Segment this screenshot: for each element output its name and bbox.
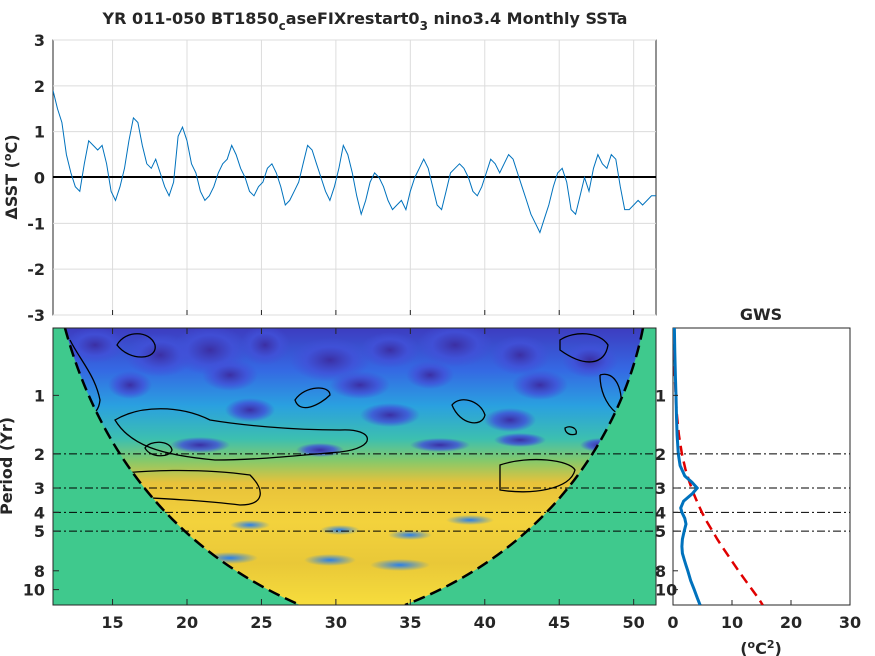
y-tick-label: -3 xyxy=(27,306,45,325)
contour-line xyxy=(559,333,609,363)
contour-line xyxy=(451,399,486,424)
x-tick-label: 10 xyxy=(721,613,743,632)
contour-line xyxy=(114,408,369,461)
coi-boundary-right xyxy=(404,328,645,605)
y-tick-label: 8 xyxy=(655,562,666,581)
x-tick-label: 45 xyxy=(548,613,570,632)
contour-line xyxy=(499,458,576,493)
x-tick-label: 50 xyxy=(623,613,645,632)
low-power-patch xyxy=(484,408,536,432)
y-tick-label: 3 xyxy=(34,31,45,50)
wavelet-axes-box xyxy=(52,327,657,606)
coi-left xyxy=(53,328,300,605)
chart-title: YR 011-050 BT1850caseFIXrestart03 nino3.… xyxy=(102,9,628,33)
contour-line xyxy=(109,469,261,506)
y-tick-label: 2 xyxy=(34,445,45,464)
gws-period-lines xyxy=(673,453,850,532)
low-power-patch xyxy=(360,332,420,368)
low-power-patch xyxy=(320,525,360,535)
y-tick-label: 1 xyxy=(34,123,45,142)
timeseries-grid xyxy=(53,39,656,316)
y-tick-label: 3 xyxy=(34,479,45,498)
contour-line xyxy=(564,426,577,436)
y-tick-label: -2 xyxy=(27,260,45,279)
low-power-patch xyxy=(388,530,432,540)
wavelet-panel: 15 20 25 30 35 40 45 50 1 2 3 45 810 Period (Yr) xyxy=(0,327,657,632)
y-tick-label: 3 xyxy=(655,479,666,498)
x-tick-label: 30 xyxy=(839,613,861,632)
low-power-patch xyxy=(65,328,125,363)
wavelet-ylabel: Period (Yr) xyxy=(0,417,16,515)
low-power-patch xyxy=(494,433,546,447)
y-tick-label: 8 xyxy=(34,562,45,581)
x-tick-label: 35 xyxy=(399,613,421,632)
y-tick-label: 5 xyxy=(655,522,666,541)
low-power-patch xyxy=(230,520,270,530)
contour-line xyxy=(116,333,156,358)
low-power-patch xyxy=(406,361,454,389)
low-power-patch xyxy=(417,328,493,367)
low-power-patch xyxy=(512,370,568,400)
sst-anomaly-line xyxy=(53,90,656,234)
y-tick-label: 4 xyxy=(655,503,666,522)
x-tick-label: 20 xyxy=(176,613,198,632)
low-power-patch xyxy=(490,335,550,375)
low-power-patch xyxy=(330,371,390,399)
x-tick-label: 40 xyxy=(474,613,496,632)
low-power-patch xyxy=(370,559,430,571)
x-tick-label: 0 xyxy=(667,613,678,632)
coi-right xyxy=(405,328,656,605)
y-tick-label: 2 xyxy=(34,77,45,96)
low-power-patch xyxy=(225,398,275,422)
low-power-patch xyxy=(562,342,618,378)
y-tick-label: 4 xyxy=(34,503,45,522)
low-power-patch xyxy=(240,328,290,365)
low-power-patch xyxy=(446,515,494,525)
low-power-patch xyxy=(304,554,356,566)
low-power-patch xyxy=(170,437,230,453)
low-power-patch xyxy=(290,338,370,382)
wavelet-period-lines xyxy=(53,453,656,532)
y-tick-label: 1 xyxy=(34,386,45,405)
y-tick-label: 2 xyxy=(655,445,666,464)
y-tick-label: 1 xyxy=(655,386,666,405)
low-power-patch xyxy=(410,438,470,452)
timeseries-ylabel: ΔSST (oC) xyxy=(1,134,21,219)
coi-boundary-left xyxy=(63,328,301,605)
gws-title: GWS xyxy=(740,305,782,324)
wavelet-ticks: 15 20 25 30 35 40 45 50 1 2 3 45 810 xyxy=(23,386,645,632)
x-tick-label: 20 xyxy=(780,613,802,632)
x-tick-label: 30 xyxy=(325,613,347,632)
y-tick-label: -1 xyxy=(27,214,45,233)
timeseries-panel: 3 2 1 0 -1 -2 -3 YR 011-050 BT1850caseFIXresta… xyxy=(1,9,657,325)
low-power-patch xyxy=(108,371,152,399)
y-tick-label: 10 xyxy=(655,581,677,600)
gws-axes-box xyxy=(672,327,851,606)
y-tick-label: 0 xyxy=(34,169,45,188)
x-tick-label: 15 xyxy=(101,613,123,632)
low-power-patch xyxy=(360,403,420,427)
y-tick-label: 10 xyxy=(23,581,45,600)
gws-significance-line xyxy=(673,328,764,605)
gws-xlabel: (oC2) xyxy=(740,638,782,656)
timeseries-yticks: 3 2 1 0 -1 -2 -3 xyxy=(27,31,635,325)
gws-power-line xyxy=(673,328,702,605)
low-power-patch xyxy=(202,359,258,391)
wavelet-xgrid xyxy=(112,328,635,334)
contour-line xyxy=(294,387,331,409)
y-tick-label: 5 xyxy=(34,522,45,541)
x-tick-label: 25 xyxy=(250,613,272,632)
